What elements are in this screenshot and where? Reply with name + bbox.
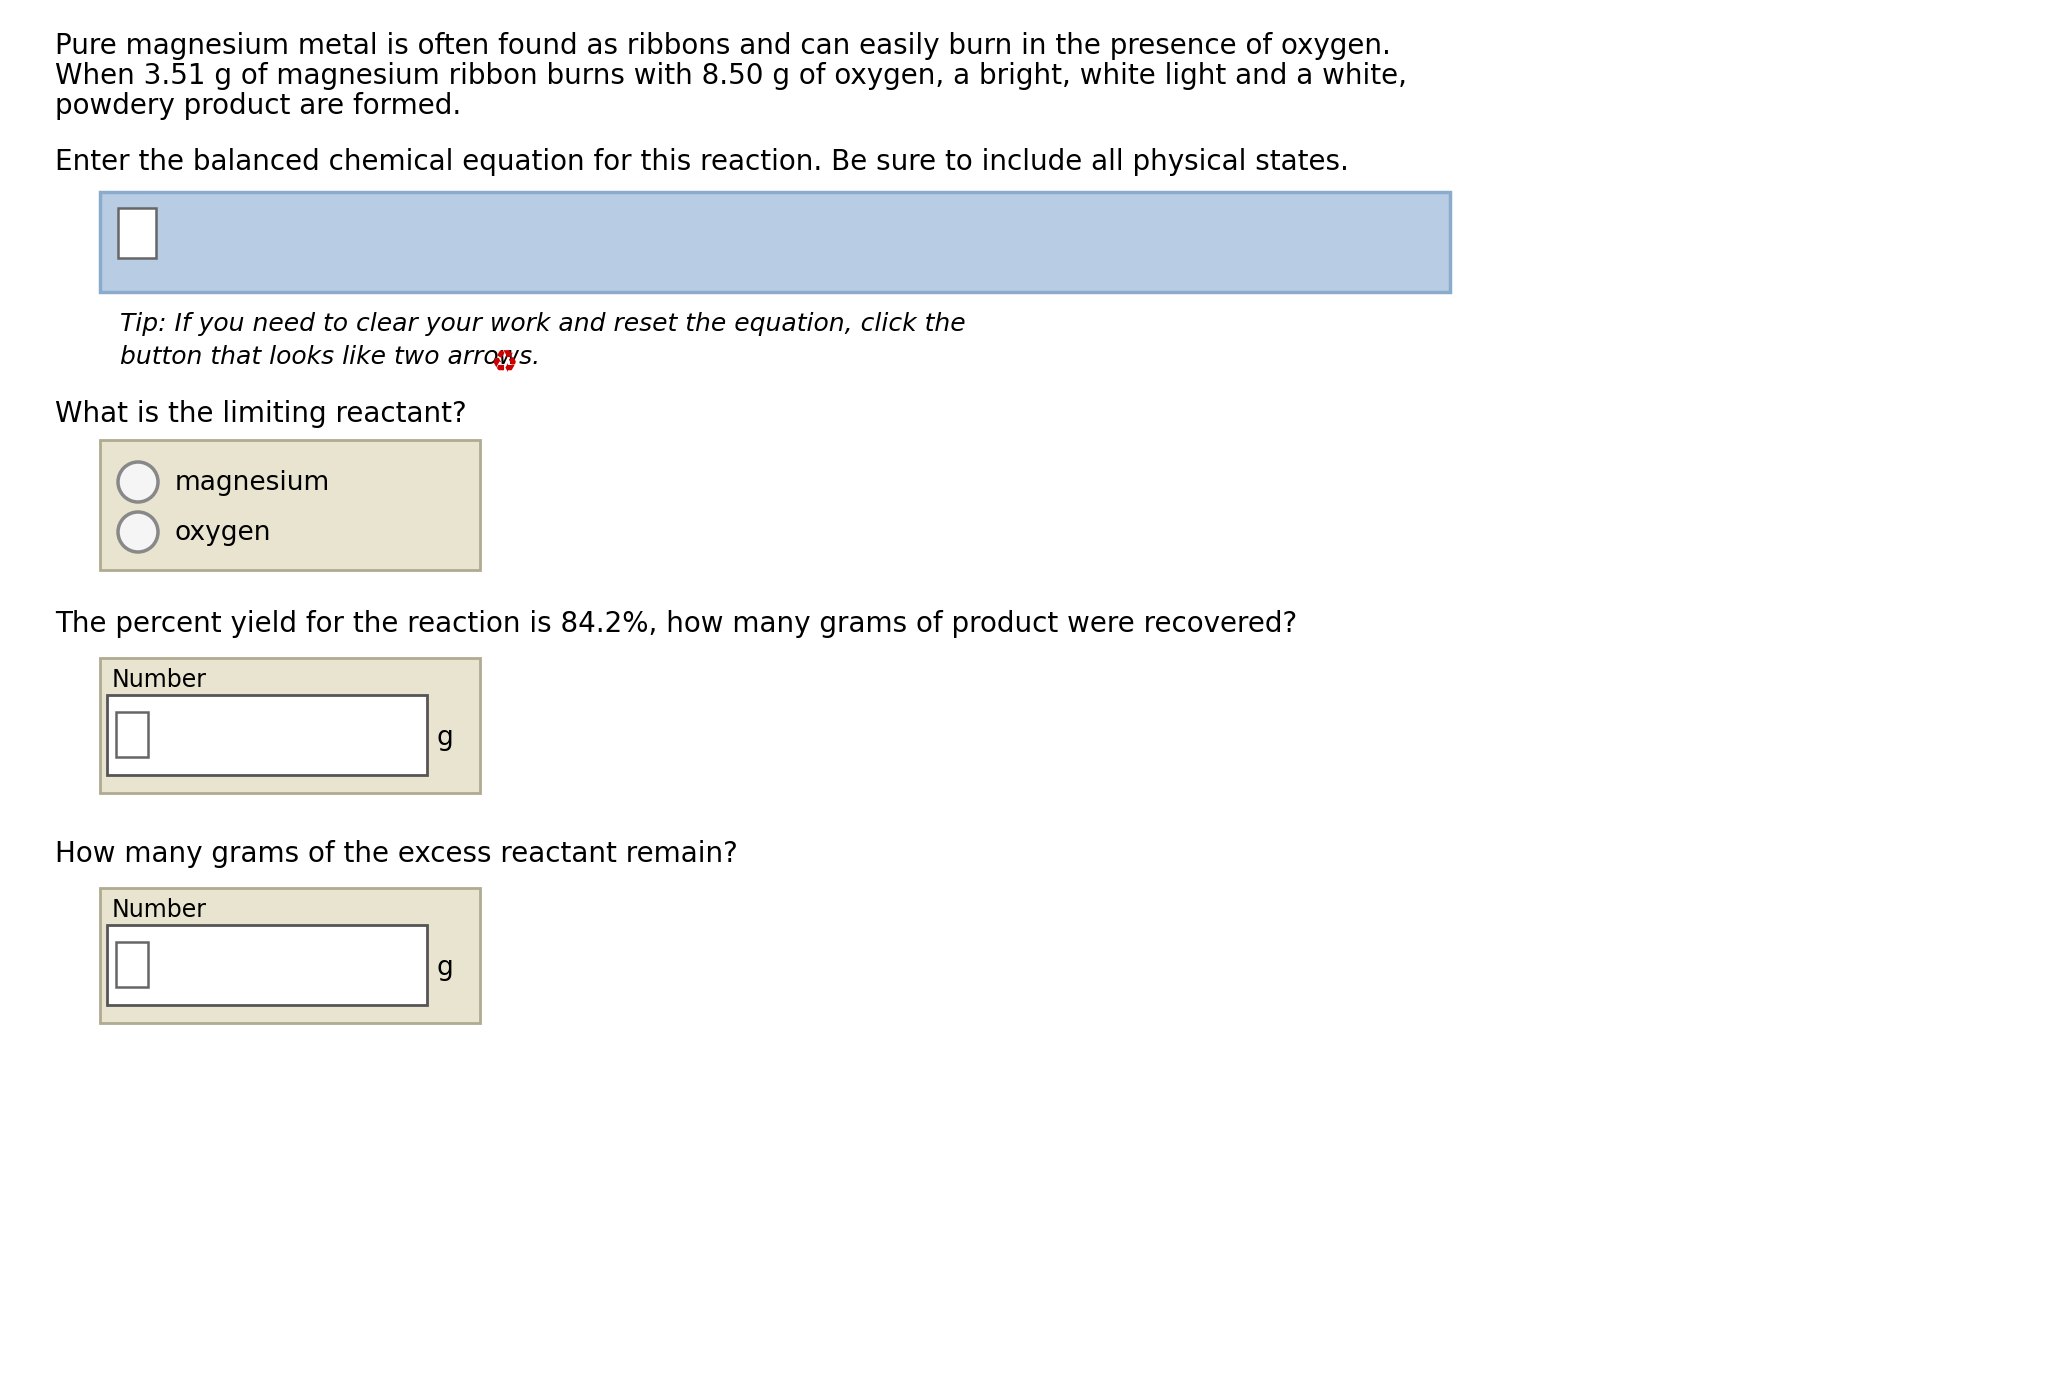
FancyBboxPatch shape xyxy=(119,208,155,258)
Text: When 3.51 g of magnesium ribbon burns with 8.50 g of oxygen, a bright, white lig: When 3.51 g of magnesium ribbon burns wi… xyxy=(55,61,1408,91)
FancyBboxPatch shape xyxy=(100,658,481,792)
Text: How many grams of the excess reactant remain?: How many grams of the excess reactant re… xyxy=(55,840,739,868)
FancyBboxPatch shape xyxy=(100,439,481,571)
Text: Tip: If you need to clear your work and reset the equation, click the: Tip: If you need to clear your work and … xyxy=(121,312,966,336)
Text: powdery product are formed.: powdery product are formed. xyxy=(55,92,460,120)
Text: button that looks like two arrows.: button that looks like two arrows. xyxy=(121,345,540,370)
FancyBboxPatch shape xyxy=(106,925,428,1004)
Circle shape xyxy=(119,462,158,502)
FancyBboxPatch shape xyxy=(117,942,147,988)
FancyBboxPatch shape xyxy=(117,711,147,757)
Text: ♻: ♻ xyxy=(489,349,518,378)
Text: Number: Number xyxy=(113,668,207,692)
Text: magnesium: magnesium xyxy=(176,470,329,497)
Text: The percent yield for the reaction is 84.2%, how many grams of product were reco: The percent yield for the reaction is 84… xyxy=(55,610,1297,638)
Text: Number: Number xyxy=(113,898,207,922)
FancyBboxPatch shape xyxy=(100,889,481,1023)
Text: g: g xyxy=(436,725,452,751)
FancyBboxPatch shape xyxy=(100,193,1451,292)
Text: g: g xyxy=(436,956,452,981)
Text: Enter the balanced chemical equation for this reaction. Be sure to include all p: Enter the balanced chemical equation for… xyxy=(55,148,1348,176)
Text: What is the limiting reactant?: What is the limiting reactant? xyxy=(55,400,466,428)
Text: Pure magnesium metal is often found as ribbons and can easily burn in the presen: Pure magnesium metal is often found as r… xyxy=(55,32,1391,60)
Text: oxygen: oxygen xyxy=(176,520,272,545)
FancyBboxPatch shape xyxy=(106,695,428,776)
Circle shape xyxy=(119,512,158,552)
